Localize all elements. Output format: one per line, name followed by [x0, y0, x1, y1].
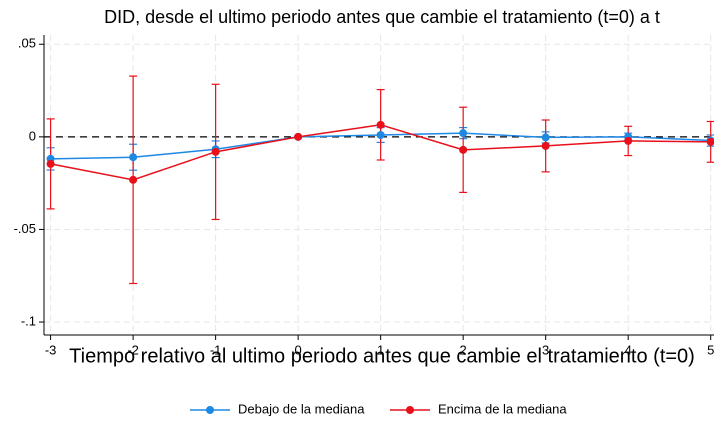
y-tick-label: -.1 [21, 313, 36, 328]
legend-label: Encima de la mediana [438, 401, 567, 416]
point [376, 131, 385, 139]
x-tick-label: 1 [377, 342, 384, 357]
point [459, 145, 468, 154]
point [624, 136, 633, 145]
legend-marker [406, 406, 414, 414]
y-tick-label: -.05 [14, 221, 36, 236]
y-tick-label: .05 [18, 36, 36, 51]
point [129, 175, 138, 184]
x-tick-label: 0 [295, 342, 302, 357]
x-tick-label: 3 [542, 342, 549, 357]
x-tick-label: -3 [45, 342, 57, 357]
point [541, 141, 550, 150]
point [459, 129, 468, 138]
x-tick-label: -2 [127, 342, 139, 357]
y-tick-label: 0 [29, 128, 36, 143]
point [541, 133, 550, 142]
x-tick-label: 4 [625, 342, 632, 357]
point [129, 153, 138, 162]
x-tick-label: 5 [707, 342, 714, 357]
point [46, 159, 55, 168]
chart-title: DID, desde el ultimo periodo antes que c… [104, 7, 660, 27]
x-axis-label: Tiempo relativo al ultimo periodo antes … [69, 345, 695, 367]
legend-label: Debajo de la mediana [238, 401, 365, 416]
point [294, 132, 303, 141]
point [376, 120, 385, 129]
legend-marker [206, 406, 214, 414]
point [211, 147, 220, 156]
x-tick-label: -1 [210, 342, 222, 357]
x-tick-label: 2 [460, 342, 467, 357]
point [706, 137, 714, 146]
